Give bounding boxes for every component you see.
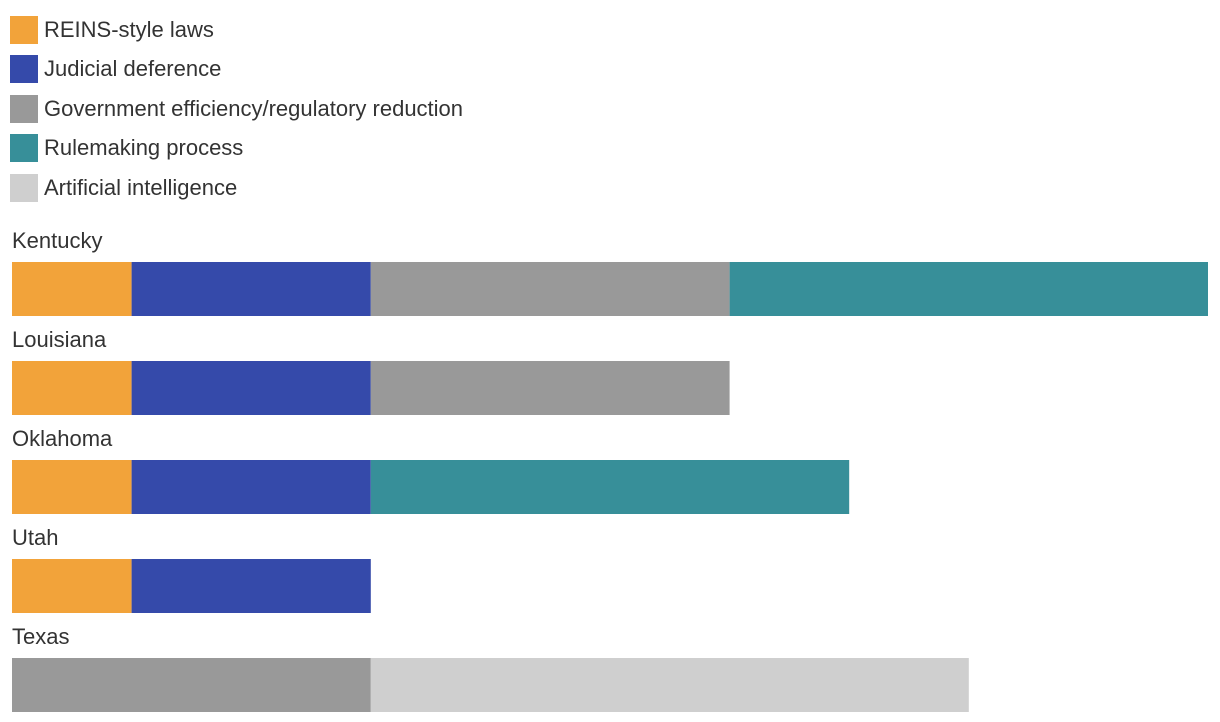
legend-item-rulemaking-process: Rulemaking process	[10, 129, 463, 169]
legend-label-government-efficiency-regulatory-reduction: Government efficiency/regulatory reducti…	[44, 95, 464, 121]
legend: REINS-style laws Judicial deference Govern…	[10, 10, 463, 208]
legend-item-judicial-deference: Judicial deference	[10, 50, 463, 90]
row-label-kentucky: Kentucky	[12, 228, 103, 253]
row-label-texas: Texas	[12, 624, 69, 649]
bar-oklahoma-reins-style-laws	[12, 460, 132, 514]
bar-louisiana-government-efficiency-regulatory-reduction	[370, 361, 730, 415]
bar-texas-government-efficiency-regulatory-reduction	[12, 658, 371, 712]
legend-swatch-artificial-intelligence	[10, 173, 38, 202]
legend-swatch-judicial-deference	[10, 55, 38, 84]
bar-kentucky-rulemaking-process	[729, 262, 1208, 316]
bar-kentucky-reins-style-laws	[12, 262, 132, 316]
bar-texas-artificial-intelligence	[370, 658, 969, 712]
row-label-utah: Utah	[12, 525, 58, 550]
legend-label-rulemaking-process: Rulemaking process	[44, 135, 244, 161]
legend-label-reins-style-laws: REINS-style laws	[44, 16, 214, 42]
legend-swatch-rulemaking-process	[10, 134, 38, 163]
legend-swatch-government-efficiency-regulatory-reduction	[10, 94, 38, 123]
bar-oklahoma-rulemaking-process	[370, 460, 850, 514]
bar-utah-reins-style-laws	[12, 559, 132, 613]
bar-louisiana-judicial-deference	[131, 361, 371, 415]
bar-louisiana-reins-style-laws	[12, 361, 132, 415]
row-label-oklahoma: Oklahoma	[12, 426, 113, 451]
legend-label-judicial-deference: Judicial deference	[44, 56, 222, 82]
legend-item-artificial-intelligence: Artificial intelligence	[10, 168, 463, 208]
row-label-louisiana: Louisiana	[12, 327, 107, 352]
legend-swatch-reins-style-laws	[10, 15, 38, 44]
bar-oklahoma-judicial-deference	[131, 460, 371, 514]
legend-item-reins-style-laws: REINS-style laws	[10, 10, 463, 50]
bar-kentucky-government-efficiency-regulatory-reduction	[370, 262, 730, 316]
bar-utah-judicial-deference	[131, 559, 371, 613]
bar-kentucky-judicial-deference	[131, 262, 371, 316]
legend-label-artificial-intelligence: Artificial intelligence	[44, 174, 238, 200]
legend-item-government-efficiency-regulatory-reduction: Government efficiency/regulatory reducti…	[10, 89, 463, 129]
